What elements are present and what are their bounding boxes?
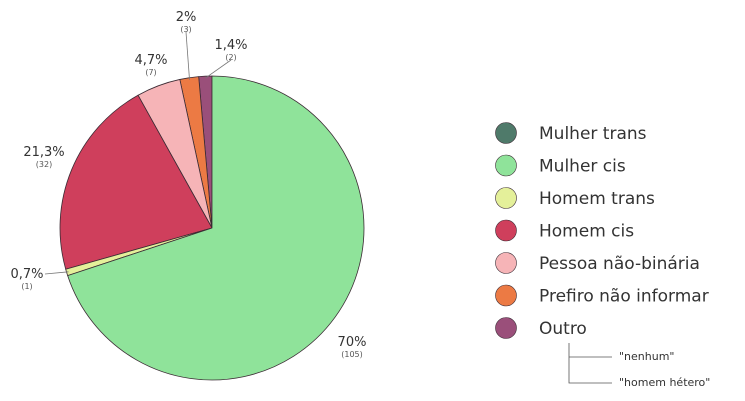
legend-item-pessoa-nao-binaria: Pessoa não-binária [495, 252, 700, 274]
leader-line-prefiro-nao-informar [185, 31, 190, 80]
outro-bracket [568, 343, 612, 384]
outro-details: "nenhum" "homem hétero" [568, 343, 710, 389]
pct-label-pessoa-nao-binaria: 4,7% [134, 53, 167, 68]
leader-line-outro [205, 59, 232, 79]
legend: Mulher trans Mulher cis Homem trans Homem c… [495, 122, 709, 339]
legend-item-prefiro-nao-informar: Prefiro não informar [495, 284, 709, 307]
count-label-homem-trans: (1) [21, 282, 32, 291]
slice-mulher-cis [67, 75, 365, 381]
legend-swatch [495, 154, 517, 177]
legend-swatch [495, 122, 517, 144]
count-label-mulher-cis: (105) [341, 350, 363, 359]
legend-item-homem-trans: Homem trans [495, 187, 655, 209]
pct-label-homem-trans: 0,7% [10, 267, 43, 282]
count-label-outro: (2) [225, 53, 236, 62]
count-label-prefiro-nao-informar: (3) [180, 25, 191, 34]
pie-slices [59, 75, 365, 381]
legend-label: Prefiro não informar [539, 287, 709, 307]
pct-label-homem-cis: 21,3% [23, 145, 64, 160]
slice-homem-cis [59, 94, 213, 270]
legend-swatch [495, 219, 517, 242]
legend-item-homem-cis: Homem cis [495, 219, 634, 242]
pct-label-outro: 1,4% [214, 38, 247, 53]
legend-item-mulher-trans: Mulher trans [495, 122, 647, 144]
slice-labels: 1,4%(2) 2%(3) 4,7%(7) 21,3%(32) 0,7%(1) 70%(1… [10, 10, 366, 359]
legend-item-outro: Outro [495, 317, 587, 339]
pct-label-mulher-cis: 70% [338, 335, 367, 350]
pct-label-prefiro-nao-informar: 2% [176, 10, 197, 25]
legend-label: Pessoa não-binária [539, 254, 700, 274]
outro-detail-item: "nenhum" [619, 350, 675, 363]
legend-item-mulher-cis: Mulher cis [495, 154, 626, 177]
legend-label: Homem trans [539, 189, 655, 209]
count-label-pessoa-nao-binaria: (7) [145, 68, 156, 77]
legend-swatch [495, 317, 517, 339]
legend-swatch [495, 284, 517, 307]
legend-swatch [495, 187, 517, 209]
legend-label: Outro [539, 319, 587, 339]
outro-detail-item: "homem hétero" [619, 376, 710, 389]
legend-label: Homem cis [539, 222, 634, 242]
legend-label: Mulher trans [539, 124, 647, 144]
legend-label: Mulher cis [539, 157, 626, 177]
leader-line-homem-trans [44, 271, 69, 275]
legend-swatch [495, 252, 517, 274]
count-label-homem-cis: (32) [36, 160, 52, 169]
